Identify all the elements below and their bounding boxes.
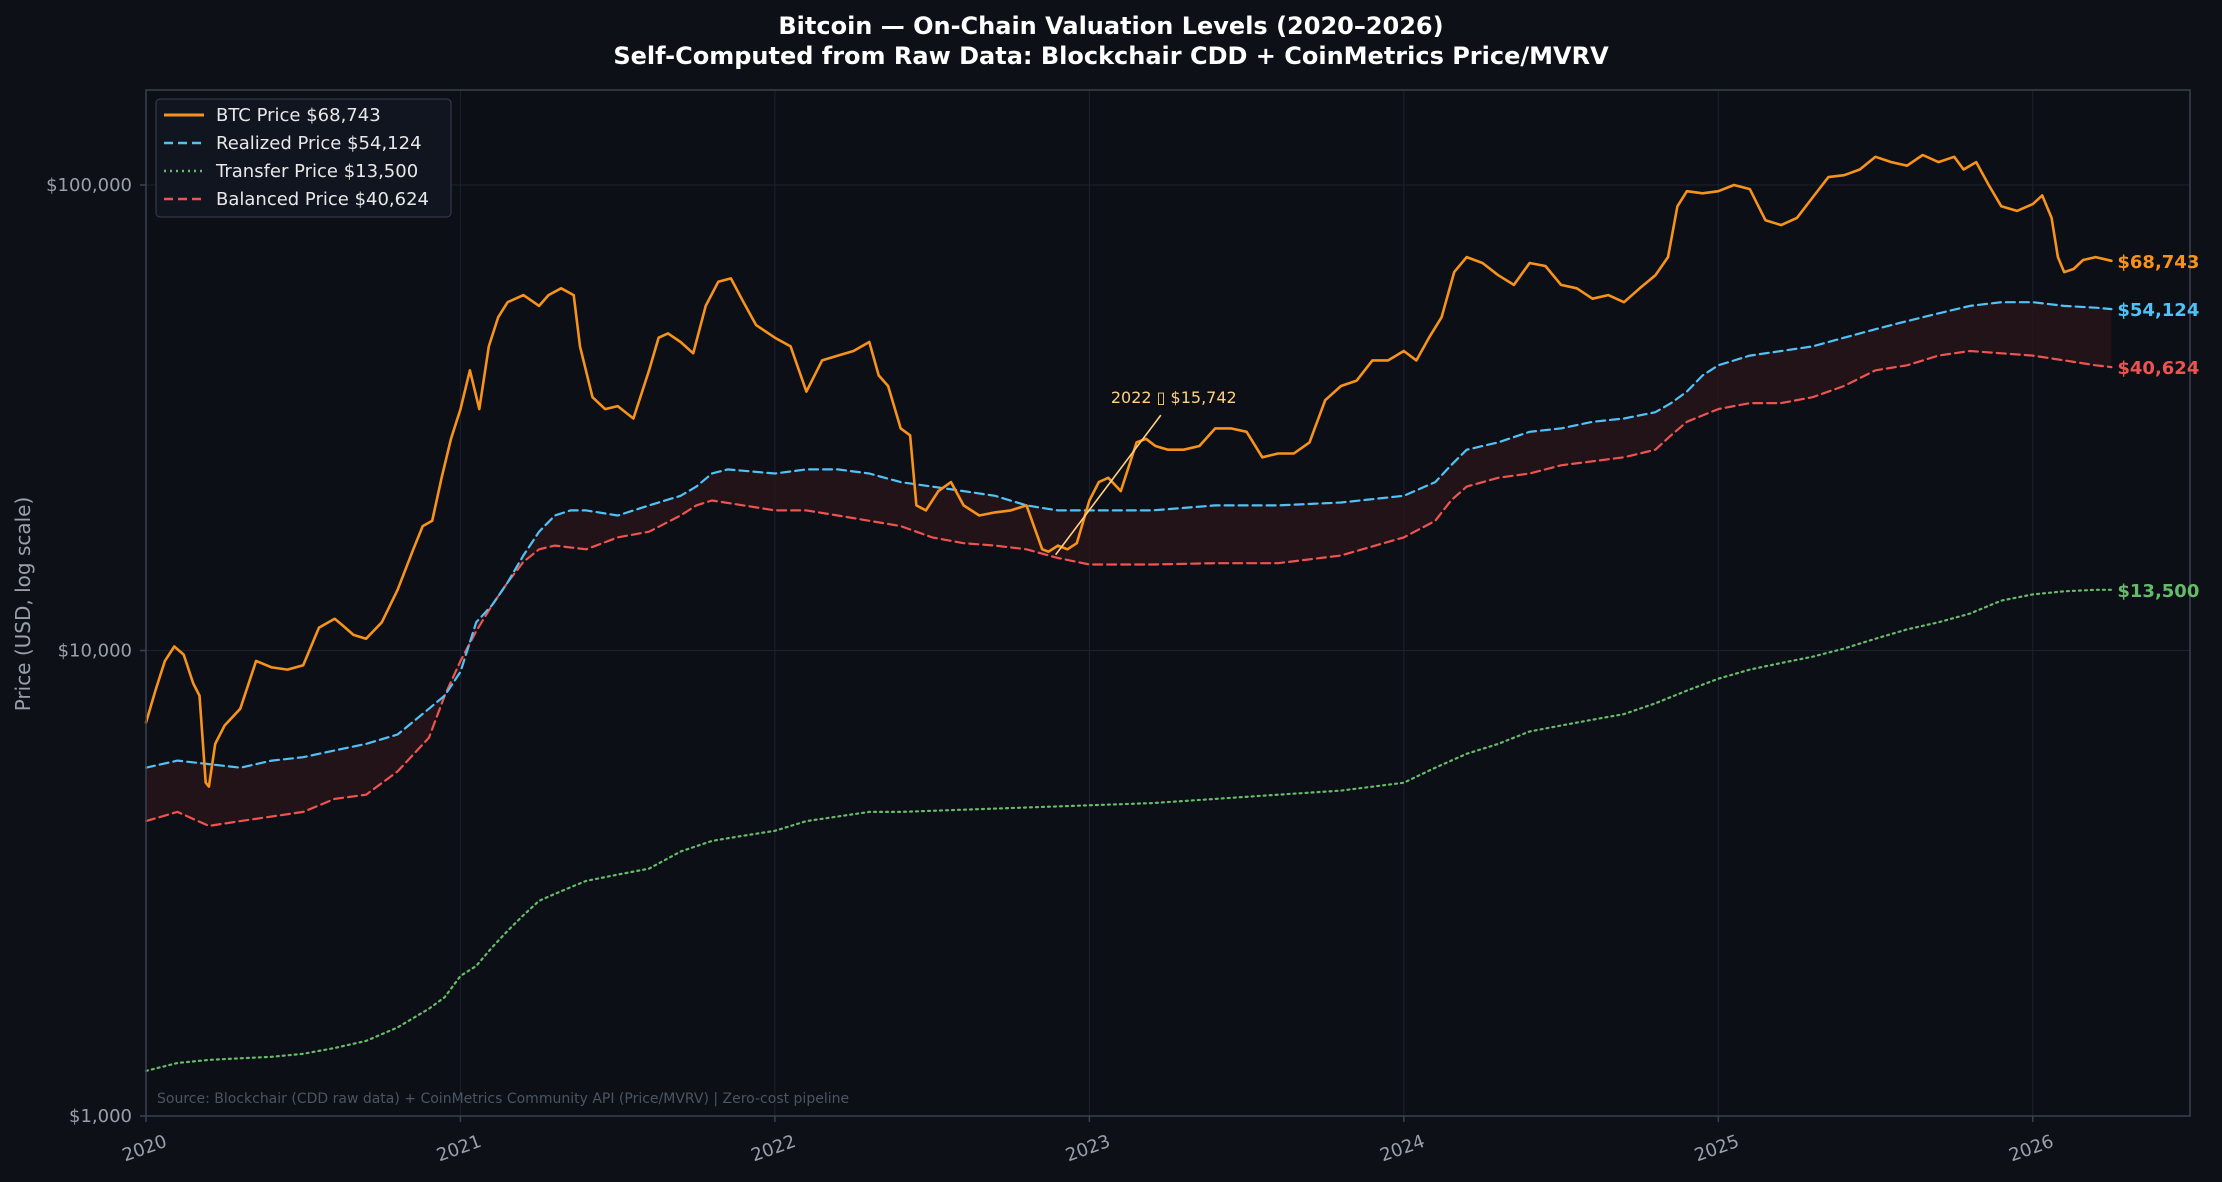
- balanced-line: [144, 349, 2113, 827]
- end-label-realized: $54,124: [2117, 300, 2199, 321]
- legend-item-transfer: Transfer Price $13,500: [164, 161, 418, 182]
- y-tick-label-1000: $1,000: [69, 1106, 132, 1127]
- legend: BTC Price $68,743 Realized Price $54,124…: [155, 98, 452, 218]
- end-label-btc: $68,743: [2117, 252, 2199, 273]
- chart-subtitle: Self-Computed from Raw Data: Blockchair …: [613, 42, 1609, 70]
- legend-label-btc: BTC Price $68,743: [216, 105, 381, 126]
- end-label-balanced: $40,624: [2117, 358, 2199, 379]
- legend-item-realized: Realized Price $54,124: [164, 133, 422, 154]
- plot-area: [146, 90, 2190, 1116]
- end-labels: $68,743 $54,124 $40,624 $13,500: [2117, 252, 2199, 602]
- y-axis: $1,000 $10,000 $100,000: [46, 175, 146, 1127]
- legend-label-balanced: Balanced Price $40,624: [216, 189, 429, 210]
- source-note: Source: Blockchair (CDD raw data) + Coin…: [157, 1091, 849, 1107]
- plot-frame: [145, 89, 2191, 1117]
- annotation-label: 2022 ▯ $15,742: [1111, 388, 1237, 407]
- annotation-arrow: [1055, 414, 1162, 556]
- legend-box: [155, 98, 452, 218]
- transfer-line: [144, 588, 2113, 1072]
- legend-label-realized: Realized Price $54,124: [216, 133, 422, 154]
- series-lines: [144, 153, 2113, 1072]
- y-axis-label: Price (USD, log scale): [11, 497, 35, 712]
- y-tick-label-100000: $100,000: [46, 175, 132, 196]
- y-tick-label-10000: $10,000: [58, 641, 132, 662]
- chart-title: Bitcoin — On-Chain Valuation Levels (202…: [778, 12, 1443, 40]
- btc-line: [144, 153, 2113, 788]
- realized-line: [144, 301, 2113, 769]
- end-label-transfer: $13,500: [2117, 581, 2199, 602]
- legend-label-transfer: Transfer Price $13,500: [215, 161, 418, 182]
- legend-item-btc: BTC Price $68,743: [164, 105, 381, 126]
- legend-item-balanced: Balanced Price $40,624: [164, 189, 429, 210]
